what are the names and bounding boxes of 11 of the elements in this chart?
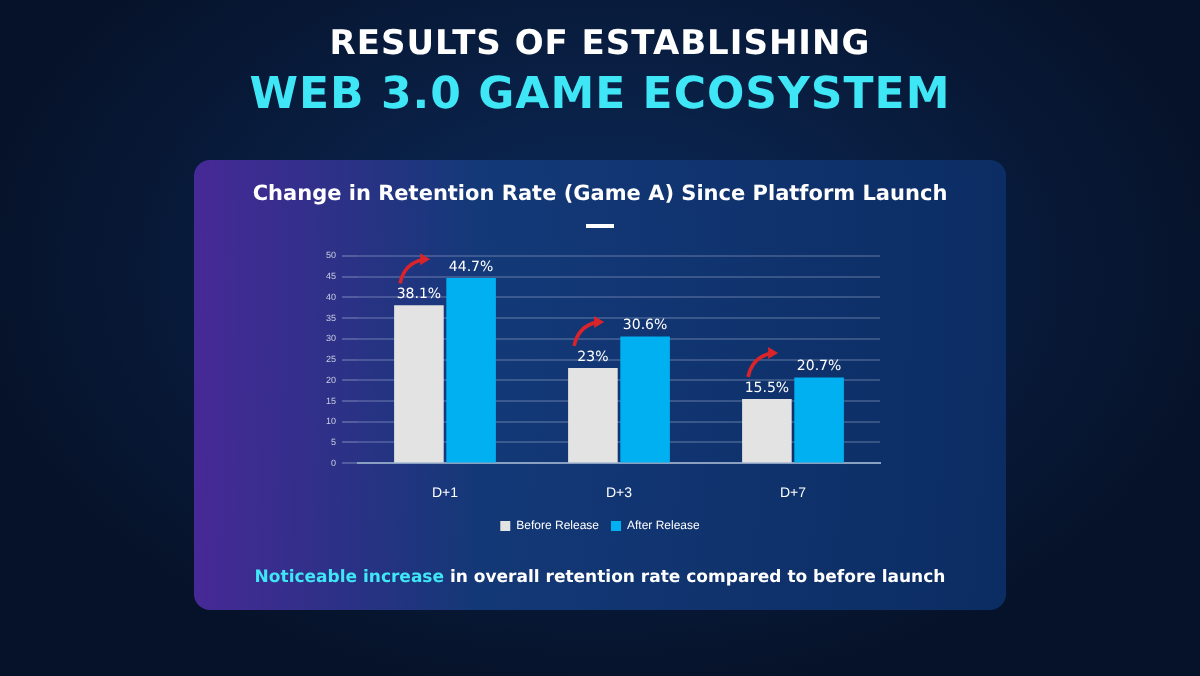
- chart-subtitle: WEB 3.0 GAME ECOSYSTEM: [247, 70, 953, 120]
- text: Change in Retention Rate (Game A) Since Platform Launch: [250, 182, 950, 206]
- bar: [794, 377, 844, 463]
- text: in overall retention rate compared to before launch: [447, 568, 946, 588]
- chart-title: RESULTS OF ESTABLISHING: [327, 24, 873, 64]
- bar: [568, 367, 618, 463]
- bar: [394, 305, 444, 463]
- bar: [446, 277, 496, 463]
- bar: [620, 336, 670, 463]
- bar: [742, 398, 792, 463]
- text: Noticeable increase: [254, 568, 445, 588]
